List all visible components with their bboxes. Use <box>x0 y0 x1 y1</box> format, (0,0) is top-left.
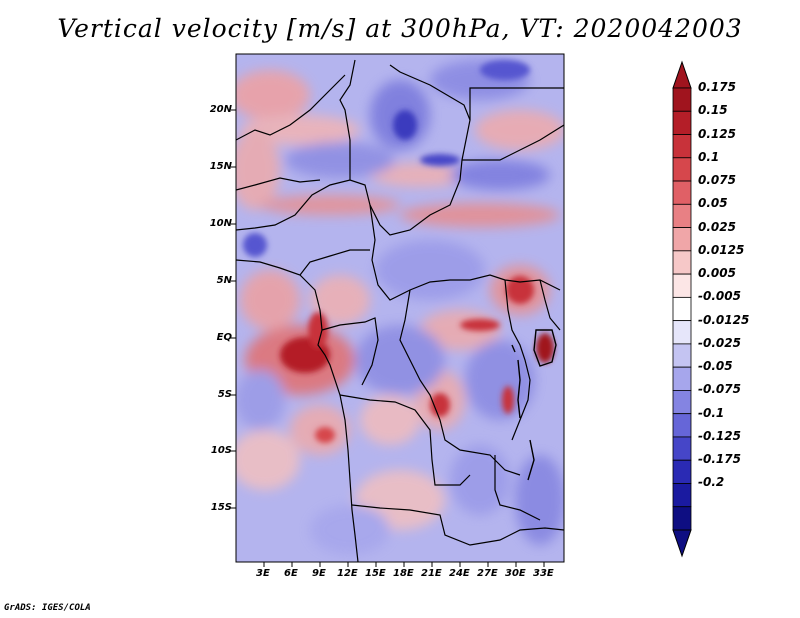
colorbar-swatch <box>672 483 692 508</box>
colorbar-label: 0.0125 <box>698 242 745 257</box>
colorbar <box>672 60 692 558</box>
colorbar-label: -0.075 <box>698 382 741 397</box>
colorbar-swatch <box>672 366 692 391</box>
colorbar-swatch <box>672 157 692 182</box>
colorbar-swatch <box>672 413 692 438</box>
colorbar-swatch <box>672 459 692 484</box>
colorbar-swatch <box>672 180 692 205</box>
colorbar-label: -0.175 <box>698 452 741 467</box>
lon-label: 27E <box>477 568 498 579</box>
velocity-field <box>236 54 564 562</box>
lon-label: 12E <box>337 568 358 579</box>
colorbar-label: -0.125 <box>698 428 741 443</box>
lakes <box>511 329 557 481</box>
lon-label: 6E <box>284 568 298 579</box>
lat-label: 5S <box>217 389 232 400</box>
lon-label: 21E <box>421 568 442 579</box>
lat-label: EQ <box>216 332 232 343</box>
colorbar-swatch <box>672 296 692 322</box>
colorbar-label: -0.005 <box>698 289 741 304</box>
colorbar-swatch <box>672 134 692 159</box>
lon-label: 9E <box>312 568 326 579</box>
lon-label: 15E <box>365 568 386 579</box>
map-frame <box>235 53 565 563</box>
colorbar-label: 0.175 <box>698 80 736 94</box>
colorbar-label: 0.125 <box>698 126 736 141</box>
lon-label: 33E <box>533 568 554 579</box>
colorbar-cap-bottom <box>672 529 692 558</box>
lon-label: 30E <box>505 568 526 579</box>
footer-credit: GrADS: IGES/COLA <box>4 603 91 613</box>
colorbar-label: -0.025 <box>698 335 741 350</box>
colorbar-swatch <box>672 273 692 298</box>
colorbar-swatch <box>672 87 692 112</box>
colorbar-swatch <box>672 110 692 135</box>
colorbar-label: -0.05 <box>698 359 733 374</box>
lon-label: 18E <box>393 568 414 579</box>
colorbar-swatch <box>672 436 692 461</box>
colorbar-swatch <box>672 343 692 368</box>
lat-label: 20N <box>209 104 232 115</box>
colorbar-label: 0.075 <box>698 173 736 188</box>
colorbar-swatch <box>672 320 692 345</box>
colorbar-label: -0.2 <box>698 475 725 490</box>
lon-label: 24E <box>449 568 470 579</box>
lat-label: 10S <box>210 445 232 456</box>
colorbar-swatch <box>672 506 692 531</box>
colorbar-label: 0.15 <box>698 103 728 118</box>
colorbar-label: 0.005 <box>698 266 736 281</box>
colorbar-cap-top <box>672 60 692 89</box>
colorbar-label: 0.05 <box>698 196 728 211</box>
lon-label: 3E <box>256 568 270 579</box>
colorbar-swatch <box>672 227 692 252</box>
country-borders <box>236 59 564 562</box>
colorbar-swatch <box>672 203 692 228</box>
chart-title: Vertical velocity [m/s] at 300hPa, VT: 2… <box>57 14 743 43</box>
colorbar-label: 0.1 <box>698 149 720 164</box>
lat-label: 10N <box>209 218 232 229</box>
colorbar-label: -0.0125 <box>698 312 750 327</box>
colorbar-label: -0.1 <box>698 405 725 420</box>
lat-label: 15N <box>209 161 232 172</box>
colorbar-swatch <box>672 390 692 415</box>
colorbar-label: 0.025 <box>698 219 736 234</box>
axis-ticks <box>231 109 545 567</box>
colorbar-swatch <box>672 250 692 275</box>
lat-label: 5N <box>216 275 232 286</box>
lat-label: 15S <box>210 502 232 513</box>
